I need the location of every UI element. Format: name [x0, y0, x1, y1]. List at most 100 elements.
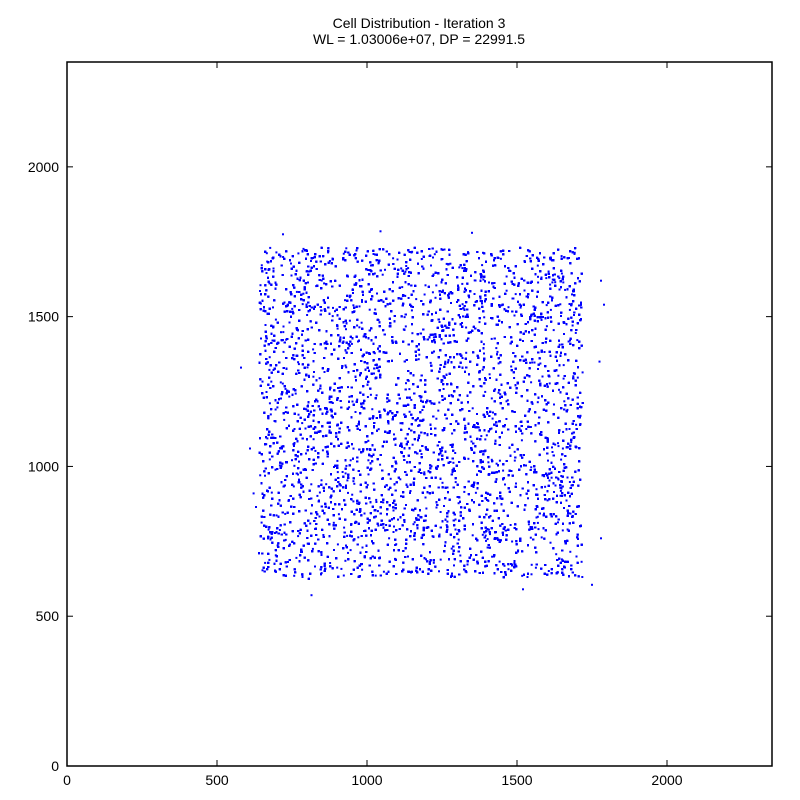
data-point — [388, 537, 391, 540]
data-point — [264, 474, 266, 477]
data-point — [453, 564, 455, 567]
data-point — [407, 267, 410, 270]
data-point — [322, 534, 325, 536]
data-point — [282, 256, 285, 258]
data-point — [343, 526, 346, 529]
data-point — [274, 468, 277, 471]
data-point — [562, 281, 565, 284]
data-point — [351, 493, 354, 496]
data-point — [349, 459, 352, 462]
data-point — [264, 561, 267, 564]
chart-subtitle: WL = 1.03006e+07, DP = 22991.5 — [313, 31, 525, 47]
data-point — [346, 534, 349, 537]
data-point — [274, 318, 277, 321]
data-point — [527, 497, 529, 500]
data-point — [377, 428, 380, 431]
data-point — [309, 522, 312, 525]
data-point — [348, 406, 351, 409]
data-point — [272, 306, 274, 309]
data-point — [320, 279, 323, 282]
data-point — [374, 364, 377, 366]
data-point — [537, 281, 540, 284]
data-point — [381, 273, 384, 276]
data-point — [553, 491, 555, 493]
data-point — [374, 308, 377, 311]
data-point — [384, 268, 386, 271]
data-point — [549, 308, 552, 311]
data-point — [337, 513, 340, 516]
data-point — [481, 368, 484, 371]
data-point — [558, 288, 561, 291]
data-point — [327, 251, 330, 254]
data-point — [465, 326, 468, 329]
data-point — [529, 536, 532, 539]
data-point — [386, 400, 389, 403]
data-point — [268, 458, 271, 461]
data-point — [411, 332, 414, 335]
data-point — [559, 303, 562, 306]
data-point — [338, 386, 341, 389]
data-point — [560, 255, 563, 258]
data-point — [356, 324, 359, 327]
data-point — [284, 538, 287, 541]
data-point — [487, 461, 490, 464]
data-point — [361, 568, 364, 571]
data-point — [295, 290, 298, 293]
data-point — [498, 306, 501, 308]
data-point — [482, 278, 485, 281]
data-point — [529, 361, 532, 364]
data-point — [569, 550, 572, 553]
data-point — [261, 380, 264, 383]
data-point — [483, 316, 486, 319]
data-point — [336, 327, 339, 330]
data-point — [500, 304, 503, 307]
data-point — [375, 498, 378, 501]
data-point — [329, 562, 332, 564]
data-point — [297, 413, 300, 416]
data-point — [510, 365, 513, 368]
data-point — [496, 350, 499, 353]
data-point — [268, 558, 271, 561]
data-point — [573, 251, 576, 254]
data-point — [356, 398, 359, 401]
data-point — [473, 293, 476, 295]
data-point — [563, 400, 566, 403]
data-point — [350, 342, 353, 345]
data-point — [571, 293, 573, 296]
data-point — [397, 518, 399, 521]
data-point — [557, 521, 559, 524]
data-point — [546, 499, 549, 502]
data-point — [320, 479, 323, 482]
data-point — [484, 390, 487, 393]
data-point — [551, 281, 554, 284]
data-point — [280, 331, 282, 334]
data-point — [511, 540, 514, 543]
data-point — [504, 424, 506, 426]
data-point — [471, 407, 474, 410]
data-point — [420, 258, 423, 260]
data-point — [499, 257, 502, 260]
data-point — [562, 377, 565, 380]
data-point — [447, 326, 450, 329]
data-point — [498, 560, 501, 563]
data-point — [564, 288, 567, 291]
data-point — [568, 303, 571, 305]
data-point — [341, 471, 344, 473]
data-point — [551, 446, 553, 449]
data-point — [577, 538, 579, 540]
data-point — [527, 523, 530, 526]
scatter-points — [240, 230, 605, 597]
data-point — [560, 475, 563, 477]
data-point — [580, 560, 583, 563]
data-point — [482, 251, 484, 254]
data-point — [302, 292, 305, 295]
data-point — [265, 443, 268, 446]
data-point — [490, 337, 493, 340]
data-point — [531, 526, 534, 529]
data-point — [348, 319, 351, 322]
data-point — [491, 555, 494, 558]
data-point — [318, 377, 321, 380]
data-point — [282, 350, 285, 353]
data-point — [568, 481, 571, 483]
data-point — [345, 328, 347, 331]
